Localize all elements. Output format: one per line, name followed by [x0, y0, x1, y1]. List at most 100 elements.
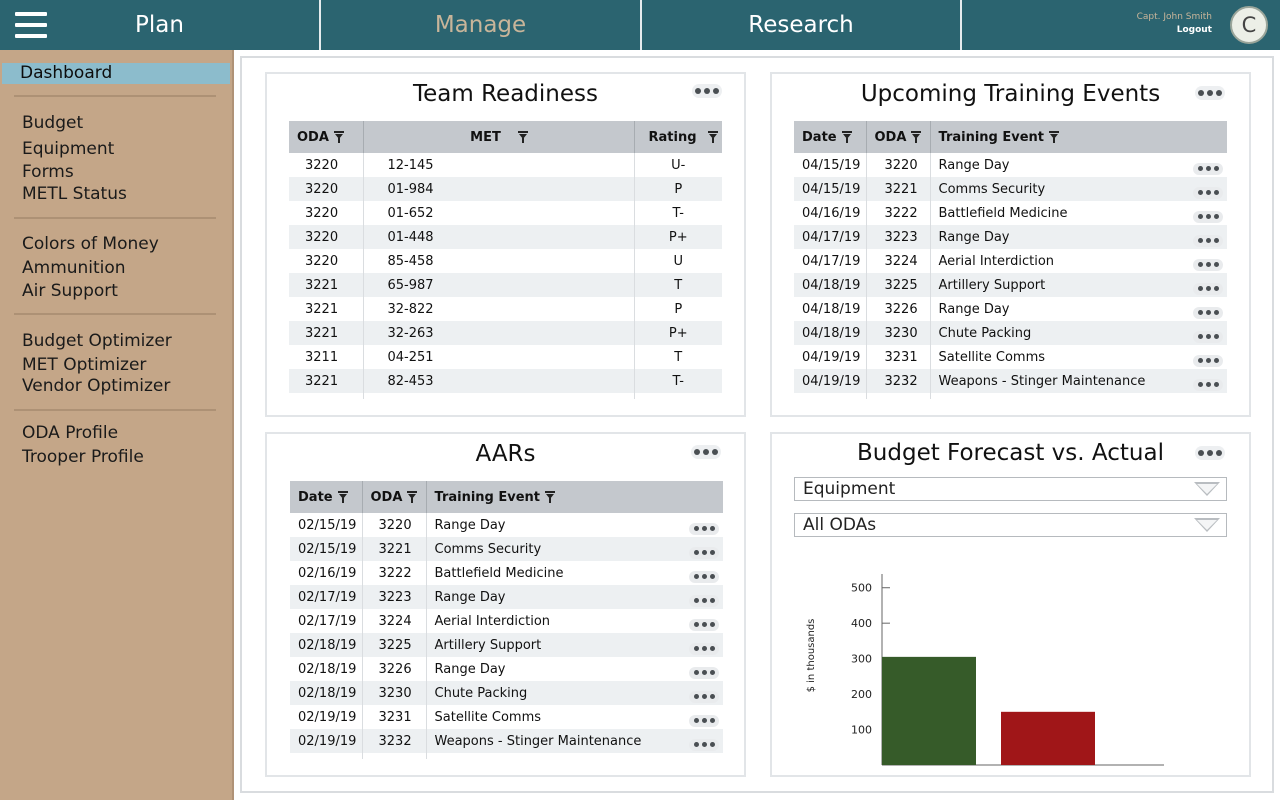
table-row[interactable]: 02/16/19 3222 Battlefield Medicine — [290, 561, 723, 585]
row-more-icon[interactable] — [1193, 234, 1223, 247]
table-row[interactable]: 3220 12-145 U- — [289, 153, 722, 177]
row-more-icon[interactable] — [689, 738, 719, 751]
sidebar-item-forms[interactable]: Forms — [22, 162, 74, 182]
column-header-oda[interactable]: ODA — [866, 121, 931, 153]
table-row[interactable]: 04/17/19 3224 Aerial Interdiction — [794, 249, 1227, 273]
filter-icon[interactable] — [337, 490, 348, 503]
row-more-icon[interactable] — [1193, 378, 1223, 391]
table-row[interactable]: 3221 65-987 T — [289, 273, 722, 297]
table-row[interactable]: 3221 32-822 P — [289, 297, 722, 321]
column-header-training-event[interactable]: Training Event — [930, 121, 1227, 153]
table-row[interactable]: 02/15/19 3220 Range Day — [290, 513, 723, 537]
date-cell-text: 02/18/19 — [298, 637, 357, 653]
row-more-icon[interactable] — [1193, 282, 1223, 295]
row-more-icon[interactable] — [689, 690, 719, 703]
table-row[interactable]: 04/18/19 3230 Chute Packing — [794, 321, 1227, 345]
column-header-date[interactable]: Date — [794, 121, 867, 153]
table-row[interactable]: 04/19/19 3232 Weapons - Stinger Maintenanc… — [794, 369, 1227, 393]
sidebar-item-oda-profile[interactable]: ODA Profile — [22, 423, 119, 443]
table-row[interactable]: 02/18/19 3225 Artillery Support — [290, 633, 723, 657]
row-more-icon[interactable] — [1193, 306, 1223, 319]
row-more-icon[interactable] — [1193, 210, 1223, 223]
table-row[interactable]: 04/19/19 3231 Satellite Comms — [794, 345, 1227, 369]
table-row[interactable]: 04/18/19 3226 Range Day — [794, 297, 1227, 321]
table-row[interactable]: 02/15/19 3221 Comms Security — [290, 537, 723, 561]
filter-icon[interactable] — [1049, 130, 1060, 143]
filter-icon[interactable] — [333, 130, 344, 143]
filter-icon[interactable] — [707, 130, 718, 143]
column-header-rating[interactable]: Rating — [634, 121, 722, 153]
category-select[interactable]: Equipment — [794, 477, 1227, 501]
oda-cell-text: 3221 — [305, 277, 339, 293]
column-header-date[interactable]: Date — [290, 481, 363, 513]
aars-more-icon[interactable] — [691, 445, 721, 459]
table-row[interactable]: 3220 01-448 P+ — [289, 225, 722, 249]
table-row[interactable]: 04/15/19 3221 Comms Security — [794, 177, 1227, 201]
row-more-icon[interactable] — [689, 570, 719, 583]
table-row[interactable]: 02/18/19 3230 Chute Packing — [290, 681, 723, 705]
team-readiness-more-icon[interactable] — [692, 84, 722, 98]
table-row[interactable]: 04/17/19 3223 Range Day — [794, 225, 1227, 249]
row-more-icon[interactable] — [689, 666, 719, 679]
table-row[interactable]: 04/18/19 3225 Artillery Support — [794, 273, 1227, 297]
table-row[interactable]: 3221 32-263 P+ — [289, 321, 722, 345]
row-more-icon[interactable] — [689, 714, 719, 727]
table-row[interactable]: 02/19/19 3231 Satellite Comms — [290, 705, 723, 729]
nav-tab-plan[interactable]: Plan — [0, 0, 321, 50]
nav-tab-manage[interactable]: Manage — [321, 0, 642, 50]
table-row[interactable]: 02/17/19 3224 Aerial Interdiction — [290, 609, 723, 633]
training-events-more-icon[interactable] — [1195, 86, 1225, 100]
table-row[interactable]: 04/16/19 3222 Battlefield Medicine — [794, 201, 1227, 225]
row-more-icon[interactable] — [689, 522, 719, 535]
sidebar-item-budget[interactable]: Budget — [22, 113, 84, 133]
avatar[interactable]: C — [1230, 6, 1268, 44]
sidebar-item-metl-status[interactable]: METL Status — [22, 184, 127, 204]
nav-tab-research[interactable]: Research — [642, 0, 962, 50]
column-header-training-event[interactable]: Training Event — [426, 481, 723, 513]
budget-more-icon[interactable] — [1195, 446, 1225, 460]
table-row[interactable]: 02/18/19 3226 Range Day — [290, 657, 723, 681]
row-more-icon[interactable] — [1193, 186, 1223, 199]
row-more-icon[interactable] — [689, 546, 719, 559]
column-header-oda[interactable]: ODA — [289, 121, 364, 153]
met-cell-text: 82-453 — [387, 373, 434, 389]
oda-select[interactable]: All ODAs — [794, 513, 1227, 537]
row-more-icon[interactable] — [1193, 330, 1223, 343]
row-more-icon[interactable] — [1193, 354, 1223, 367]
row-more-icon[interactable] — [1193, 162, 1223, 175]
chevron-down-icon[interactable] — [1194, 482, 1220, 496]
date-cell: 04/15/19 — [794, 177, 867, 201]
table-row[interactable]: 3211 04-251 T — [289, 345, 722, 369]
sidebar-item-ammunition[interactable]: Ammunition — [22, 258, 126, 278]
filter-icon[interactable] — [841, 130, 852, 143]
chevron-down-icon[interactable] — [1194, 518, 1220, 532]
table-row[interactable]: 02/19/19 3232 Weapons - Stinger Maintenanc… — [290, 729, 723, 753]
hamburger-menu-icon[interactable] — [15, 12, 47, 38]
sidebar-item-equipment[interactable]: Equipment — [22, 139, 115, 159]
filter-icon[interactable] — [407, 490, 418, 503]
sidebar-item-dashboard[interactable]: Dashboard — [20, 63, 113, 83]
row-more-icon[interactable] — [689, 618, 719, 631]
sidebar-item-budget-optimizer[interactable]: Budget Optimizer — [22, 331, 172, 351]
table-row[interactable]: 3220 01-984 P — [289, 177, 722, 201]
sidebar-item-vendor-optimizer[interactable]: Vendor Optimizer — [22, 376, 171, 396]
row-more-icon[interactable] — [689, 642, 719, 655]
table-row[interactable]: 02/17/19 3223 Range Day — [290, 585, 723, 609]
sidebar-item-met-optimizer[interactable]: MET Optimizer — [22, 355, 147, 375]
sidebar-item-colors-of-money[interactable]: Colors of Money — [22, 234, 159, 254]
sidebar-item-trooper-profile[interactable]: Trooper Profile — [22, 447, 144, 467]
table-row[interactable]: 3220 01-652 T- — [289, 201, 722, 225]
table-row[interactable]: 3221 82-453 T- — [289, 369, 722, 393]
column-header-oda[interactable]: ODA — [362, 481, 427, 513]
filter-icon[interactable] — [545, 490, 556, 503]
sidebar-item-air-support[interactable]: Air Support — [22, 281, 118, 301]
row-more-icon[interactable] — [1193, 258, 1223, 271]
filter-icon[interactable] — [911, 130, 922, 143]
row-more-icon[interactable] — [689, 594, 719, 607]
training-event-cell-text: Range Day — [434, 517, 506, 533]
column-header-met[interactable]: MET — [363, 121, 635, 153]
logout-link[interactable]: Logout — [1176, 25, 1212, 35]
table-row[interactable]: 04/15/19 3220 Range Day — [794, 153, 1227, 177]
table-row[interactable]: 3220 85-458 U — [289, 249, 722, 273]
filter-icon[interactable] — [517, 130, 528, 143]
